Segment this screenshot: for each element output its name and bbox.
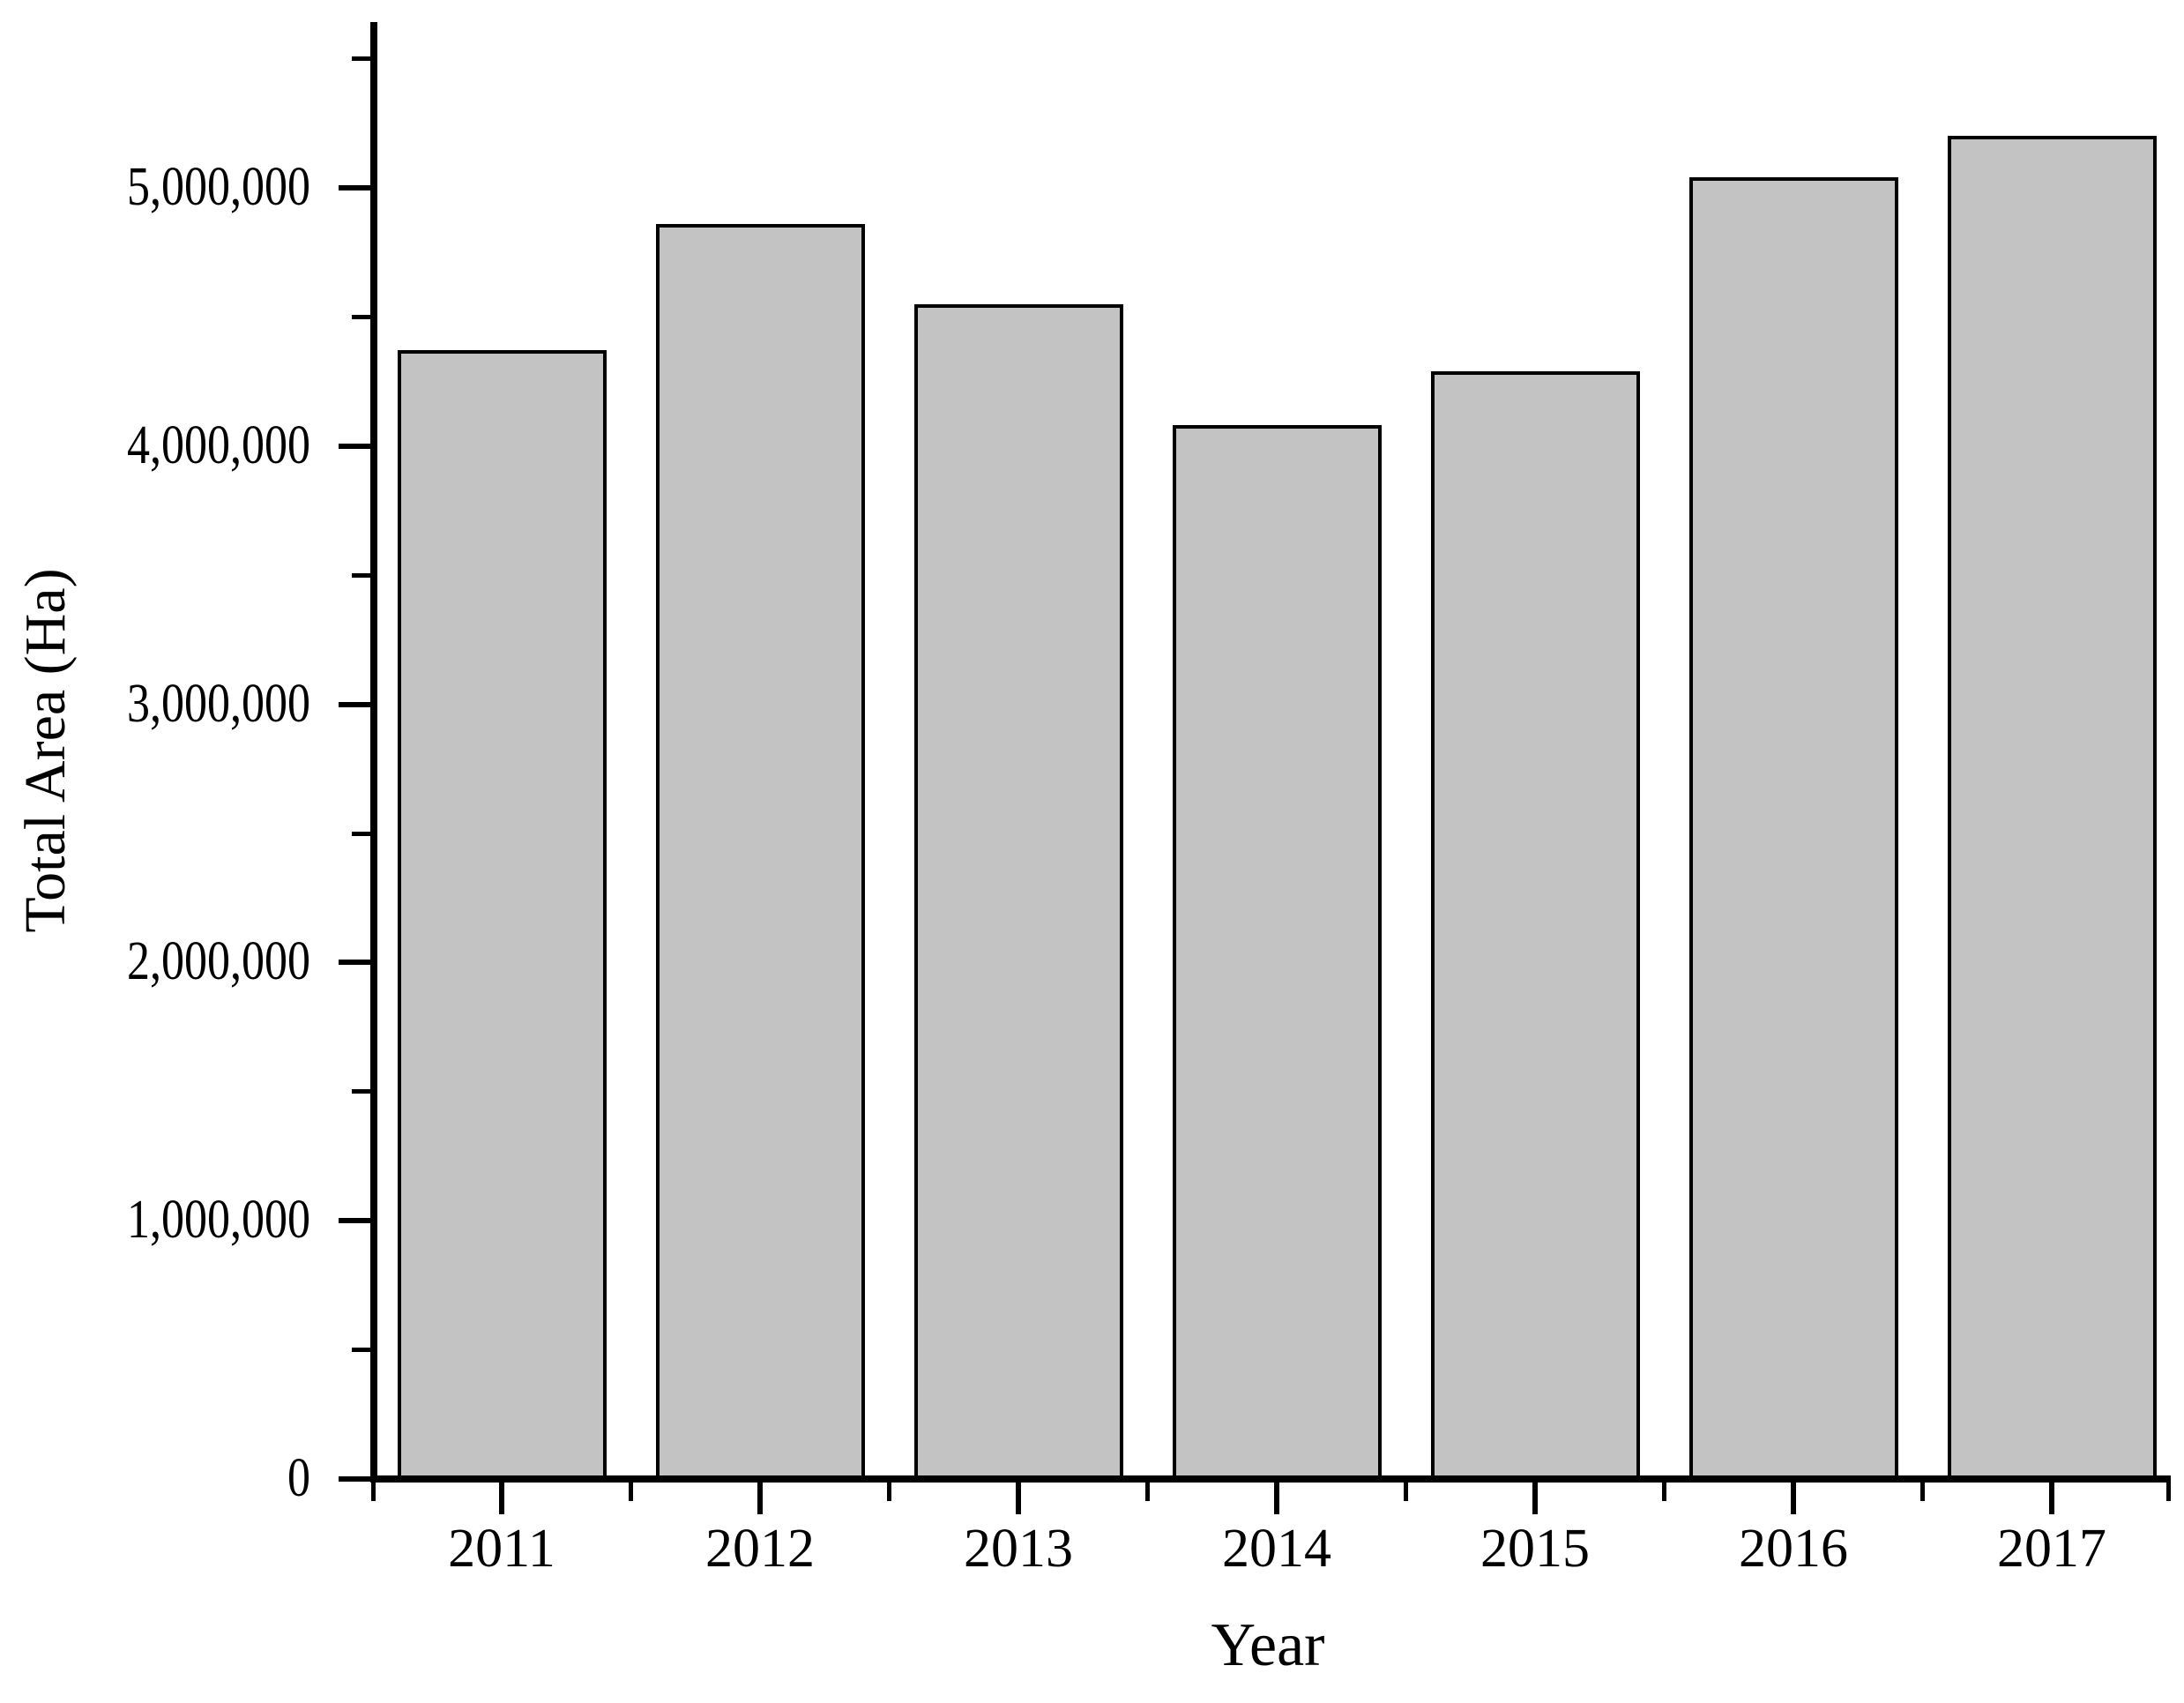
y-major-tick [339,443,370,449]
y-tick-label: 5,000,000 [127,157,310,218]
x-minor-tick [1920,1483,1925,1501]
y-minor-tick [352,572,370,578]
bar-2017 [1947,136,2157,1479]
bar-2016 [1688,177,1898,1479]
y-minor-tick [352,1348,370,1353]
x-minor-tick [2165,1483,2171,1501]
x-tick-label: 2015 [1480,1519,1590,1579]
y-major-tick [339,185,370,190]
y-axis-line [370,22,377,1483]
x-major-tick [1532,1483,1538,1514]
x-major-tick [757,1483,763,1514]
bar-2013 [913,304,1123,1479]
x-minor-tick [1145,1483,1150,1501]
x-axis-line [370,1475,2171,1483]
bar-2012 [655,224,865,1479]
y-tick-label: 2,000,000 [127,931,310,992]
y-tick-label: 3,000,000 [127,673,310,735]
x-major-tick [2049,1483,2054,1514]
bar-2011 [397,350,607,1479]
y-minor-tick [352,831,370,836]
x-tick-label: 2016 [1739,1519,1848,1579]
x-tick-label: 2017 [1997,1519,2106,1579]
x-minor-tick [887,1483,891,1501]
y-minor-tick [352,1089,370,1094]
x-axis-title: Year [1211,1611,1325,1679]
x-minor-tick [629,1483,633,1501]
y-major-tick [339,701,370,707]
y-major-tick [339,960,370,966]
y-tick-label: 0 [287,1448,310,1509]
bar-2014 [1172,425,1382,1479]
y-tick-label: 1,000,000 [127,1190,310,1251]
x-minor-tick [370,1483,376,1501]
x-tick-label: 2011 [448,1519,555,1579]
x-major-tick [1274,1483,1279,1514]
y-major-tick [339,1476,370,1482]
y-minor-tick [352,56,370,62]
x-tick-label: 2013 [964,1519,1073,1579]
x-major-tick [1016,1483,1021,1514]
y-major-tick [339,1218,370,1224]
y-minor-tick [352,314,370,319]
x-minor-tick [1404,1483,1408,1501]
x-major-tick [1791,1483,1796,1514]
bar-2015 [1430,371,1640,1479]
x-tick-label: 2014 [1222,1519,1331,1579]
x-major-tick [499,1483,504,1514]
y-tick-label: 4,000,000 [127,415,310,476]
x-minor-tick [1662,1483,1666,1501]
x-tick-label: 2012 [705,1519,815,1579]
y-axis-title: Total Area (Ha) [13,568,78,933]
